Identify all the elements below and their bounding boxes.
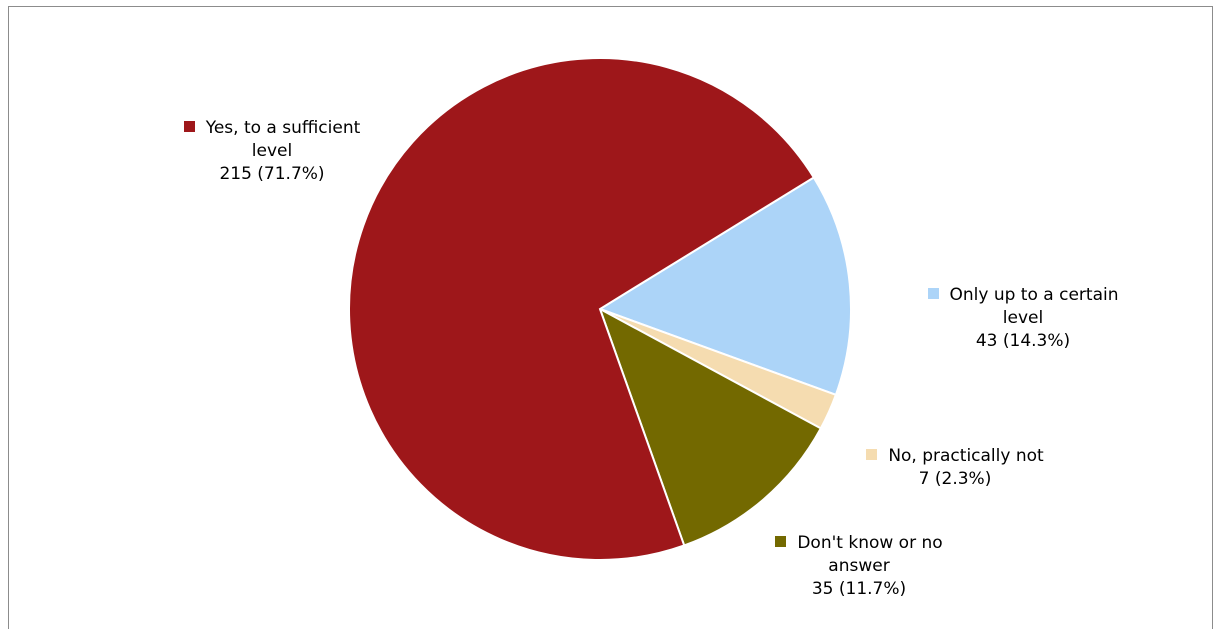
slice-color-swatch: [183, 121, 195, 132]
slice-label-practically-not: No, practically not 7 (2.3%): [835, 445, 1075, 491]
pie-slice-dont-know: [598, 306, 823, 547]
slice-color-swatch: [927, 288, 939, 299]
slice-value: 43 (14.3%): [975, 331, 1071, 351]
slice-label-yes-sufficient: Yes, to a sufficient level 215 (71.7%): [152, 117, 392, 186]
slice-label-dont-know: Don't know or no answer 35 (11.7%): [739, 532, 979, 601]
slice-value: 35 (11.7%): [811, 579, 907, 599]
slice-label-text: Don't know or no: [739, 532, 979, 555]
pie-slice-yes-sufficient: [348, 57, 816, 561]
chart-frame: [8, 6, 1213, 629]
slice-color-swatch: [866, 449, 878, 460]
slice-color-swatch: [775, 536, 787, 547]
slice-label-only-certain-level: Only up to a certain level 43 (14.3%): [893, 284, 1153, 353]
slice-label-text: No, practically not: [835, 445, 1075, 468]
slice-value: 7 (2.3%): [918, 469, 992, 489]
pie-slice-only-certain-level: [597, 176, 852, 397]
pie-slices: [348, 57, 852, 561]
slice-label-text: Only up to a certain: [893, 284, 1153, 307]
slice-value: 215 (71.7%): [219, 164, 325, 184]
slice-label-text: Yes, to a sufficient: [152, 117, 392, 140]
